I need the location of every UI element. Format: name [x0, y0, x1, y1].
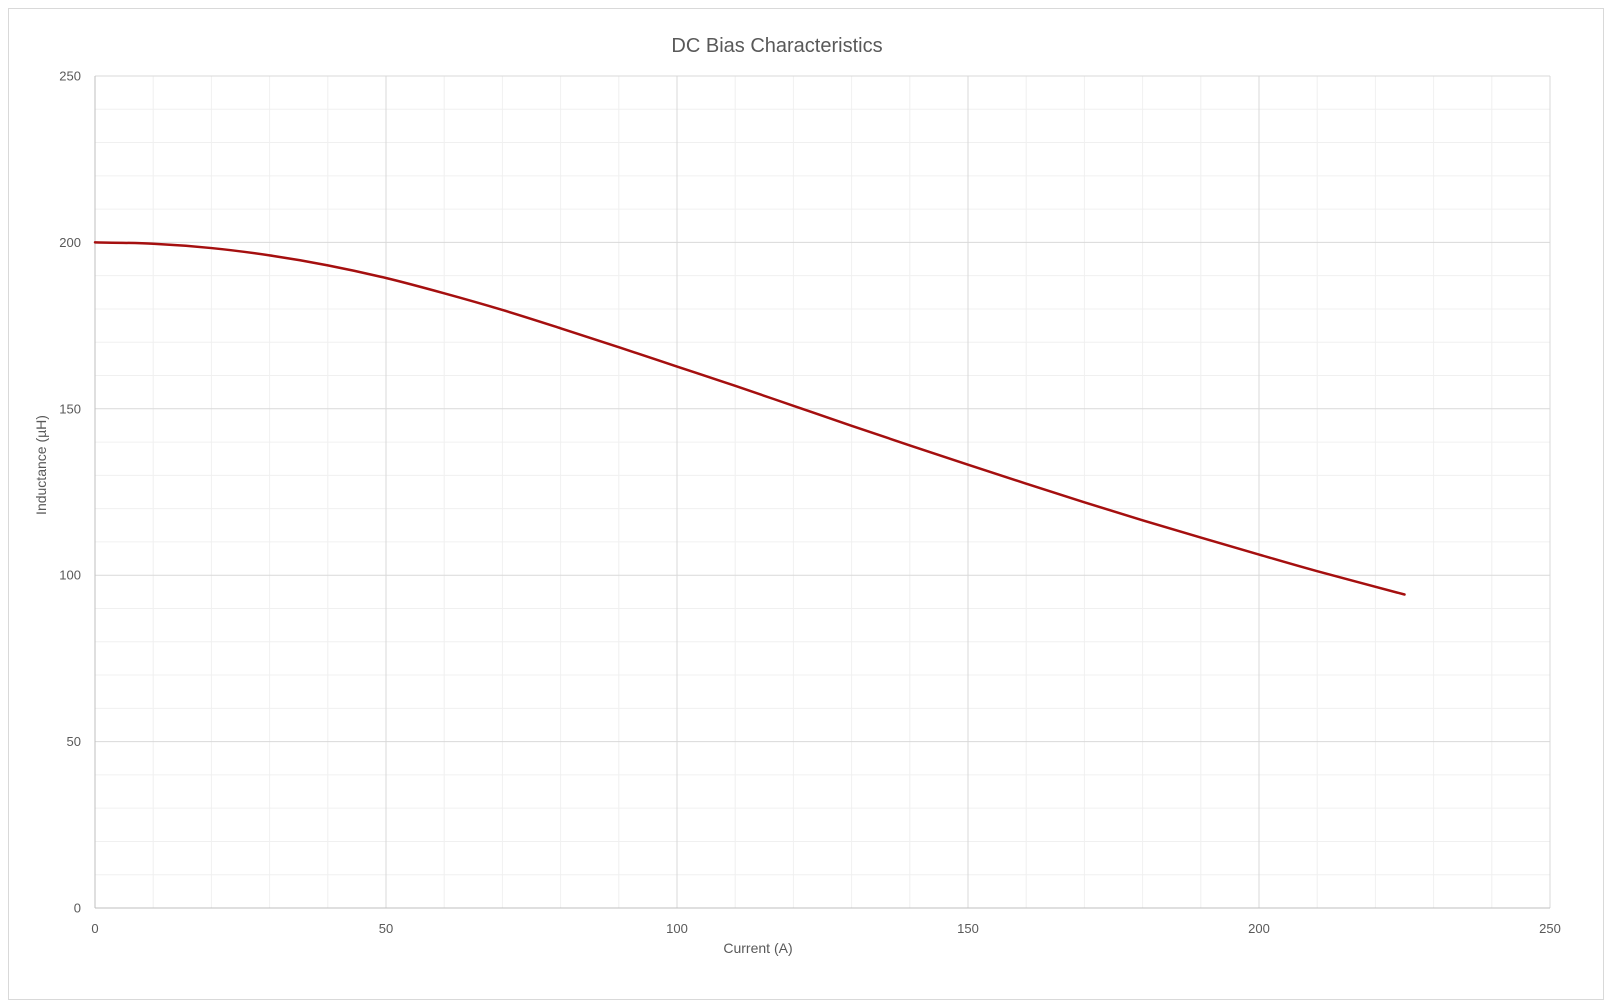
x-tick-label: 50	[379, 921, 393, 936]
minor-gridlines	[95, 76, 1550, 908]
major-gridlines	[95, 75, 1551, 908]
y-axis-title: Inductance (µH)	[33, 415, 49, 515]
x-axis-title: Current (A)	[723, 940, 792, 956]
y-tick-label: 200	[59, 235, 81, 250]
series-layer	[93, 241, 1406, 596]
x-tick-labels: 0 50 100 150 200 250	[91, 921, 1560, 936]
chart-title: DC Bias Characteristics	[671, 35, 882, 57]
y-tick-label: 50	[67, 734, 81, 749]
chart-svg: 0 50 100 150 200 250 0 50 100 150 200 250 DC Bias …	[33, 35, 1561, 956]
x-tick-label: 100	[666, 921, 688, 936]
y-tick-label: 250	[59, 69, 81, 84]
axes	[94, 76, 1550, 909]
x-tick-label: 250	[1539, 921, 1561, 936]
y-tick-labels: 0 50 100 150 200 250	[59, 69, 81, 916]
y-tick-label: 0	[74, 901, 81, 916]
x-tick-label: 200	[1248, 921, 1270, 936]
series-line	[93, 241, 1406, 596]
x-tick-label: 0	[91, 921, 98, 936]
y-tick-label: 100	[59, 568, 81, 583]
y-tick-label: 150	[59, 401, 81, 416]
chart-area: 0 50 100 150 200 250 0 50 100 150 200 250 DC Bias …	[8, 8, 1604, 1000]
x-tick-label: 150	[957, 921, 979, 936]
